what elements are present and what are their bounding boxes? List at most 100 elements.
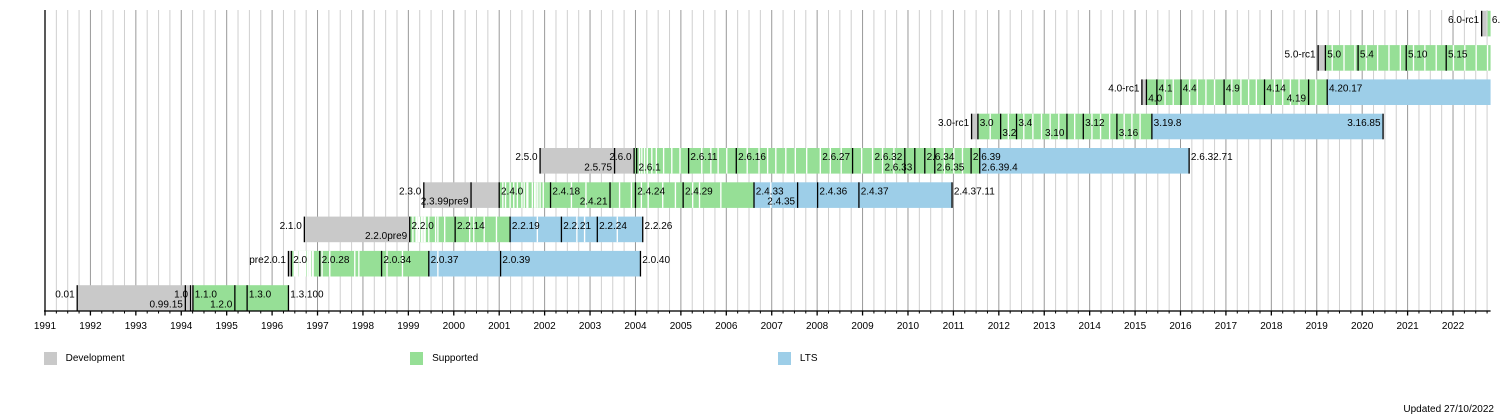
axis-tick-quarter <box>646 311 648 314</box>
grid-line-quarter <box>1338 10 1340 311</box>
version-tick-2.4.37.11 <box>951 182 953 208</box>
release-separator <box>655 148 658 174</box>
version-label-2.0: 2.0 <box>293 255 307 266</box>
release-separator <box>692 182 694 208</box>
year-label-1994: 1994 <box>170 321 193 332</box>
release-separator <box>1282 79 1284 105</box>
release-separator <box>651 148 653 174</box>
grid-line-quarter <box>112 10 114 311</box>
release-separator <box>726 148 728 174</box>
version-tick-5.0 <box>1324 45 1327 71</box>
axis-tick-year <box>680 311 682 316</box>
axis-tick-quarter <box>510 311 512 314</box>
axis-tick-year <box>543 311 546 316</box>
release-separator <box>1058 113 1060 140</box>
axis-tick-quarter <box>1111 311 1113 314</box>
year-label-2019: 2019 <box>1306 321 1329 332</box>
bar-segment-2.0-lts <box>428 250 641 277</box>
version-tick-1.3.0 <box>246 285 248 311</box>
version-tick-2.2.26 <box>642 216 644 243</box>
grid-line-quarter <box>1259 10 1261 311</box>
version-tick-4.1 <box>1156 79 1158 105</box>
release-separator <box>1365 45 1367 71</box>
axis-tick-quarter <box>373 311 375 314</box>
axis-tick-quarter <box>305 311 307 314</box>
axis-tick-quarter <box>1327 311 1329 314</box>
year-label-2001: 2001 <box>488 321 511 332</box>
version-label-2.5.0: 2.5.0 <box>515 152 538 163</box>
release-separator <box>483 216 485 243</box>
version-label-2.4.0: 2.4.0 <box>501 187 524 198</box>
version-label-2.6.1: 2.6.1 <box>638 162 661 173</box>
version-tick-5.4 <box>1357 45 1359 71</box>
axis-tick-quarter <box>918 311 920 314</box>
year-label-2011: 2011 <box>943 321 965 332</box>
release-separator <box>298 250 300 277</box>
release-separator <box>293 250 295 277</box>
grid-line-quarter <box>475 10 477 311</box>
grid-line-year <box>1361 10 1363 311</box>
grid-line-quarter <box>169 10 171 311</box>
version-label-0.99.15: 0.99.15 <box>149 300 183 311</box>
release-separator <box>295 250 297 277</box>
release-separator <box>1139 113 1141 140</box>
legend-label-supported: Supported <box>432 353 479 365</box>
release-separator <box>1331 45 1333 71</box>
axis-tick-quarter <box>1055 311 1057 314</box>
year-label-2020: 2020 <box>1351 321 1374 332</box>
axis-tick-quarter <box>1304 311 1306 314</box>
grid-line-quarter <box>1429 10 1431 311</box>
version-tick-2.6.33 <box>914 148 916 174</box>
axis-tick-quarter <box>964 311 966 314</box>
grid-line-quarter <box>158 10 160 311</box>
version-tick-1.0 <box>189 285 192 311</box>
version-label-5.0: 5.0 <box>1327 49 1341 60</box>
version-tick-3.19.8 <box>1151 113 1153 140</box>
axis-tick-year <box>771 311 773 316</box>
version-label-2.6.32: 2.6.32 <box>874 152 902 163</box>
grid-line-quarter <box>214 10 216 311</box>
updated-note: Updated 27/10/2022 <box>1403 404 1494 415</box>
version-label-2.2.24: 2.2.24 <box>599 221 627 232</box>
year-label-2004: 2004 <box>624 321 647 332</box>
version-label-2.2.26: 2.2.26 <box>645 221 673 232</box>
version-label-2.2.0pre9: 2.2.0pre9 <box>365 231 408 242</box>
grid-line-quarter <box>464 10 466 311</box>
version-label-4.14: 4.14 <box>1266 84 1286 95</box>
version-label-2.4.33: 2.4.33 <box>756 187 784 198</box>
grid-line-quarter <box>1248 10 1250 311</box>
axis-tick-quarter <box>1384 311 1386 314</box>
release-separator <box>299 250 302 277</box>
bar-segment-2.2-supported <box>409 216 511 243</box>
axis-tick-year <box>180 311 182 316</box>
grid-line-quarter <box>419 10 421 311</box>
bar-segment-2.0-supported <box>291 250 429 277</box>
version-label-1.2.0: 1.2.0 <box>210 300 233 311</box>
version-label-2.4.21: 2.4.21 <box>580 197 608 208</box>
axis-tick-year <box>498 311 500 316</box>
release-separator <box>643 148 646 174</box>
axis-tick-quarter <box>691 311 693 314</box>
development-swatch <box>43 352 57 366</box>
grid-line-year <box>498 10 500 311</box>
axis-tick-quarter <box>1032 311 1034 314</box>
grid-line-quarter <box>373 10 375 311</box>
axis-tick-quarter <box>1373 311 1375 314</box>
version-label-2.6.11: 2.6.11 <box>690 152 717 163</box>
release-separator <box>308 250 311 277</box>
release-separator <box>616 216 618 243</box>
year-label-2016: 2016 <box>1169 321 1192 332</box>
axis-tick-quarter <box>532 311 534 314</box>
axis-tick-quarter <box>169 311 171 314</box>
version-label-3.10: 3.10 <box>1045 128 1065 139</box>
axis-tick-quarter <box>294 311 296 314</box>
axis-tick-quarter <box>1009 311 1011 314</box>
bar-segment-6.0-development <box>1481 10 1487 37</box>
version-tick-2.0.40 <box>639 250 642 277</box>
axis-tick-quarter <box>1282 311 1284 314</box>
axis-tick-quarter <box>1236 311 1238 314</box>
release-separator <box>662 148 665 174</box>
release-separator <box>299 250 301 277</box>
version-label-2.6.27: 2.6.27 <box>822 152 850 163</box>
release-separator <box>646 148 648 174</box>
